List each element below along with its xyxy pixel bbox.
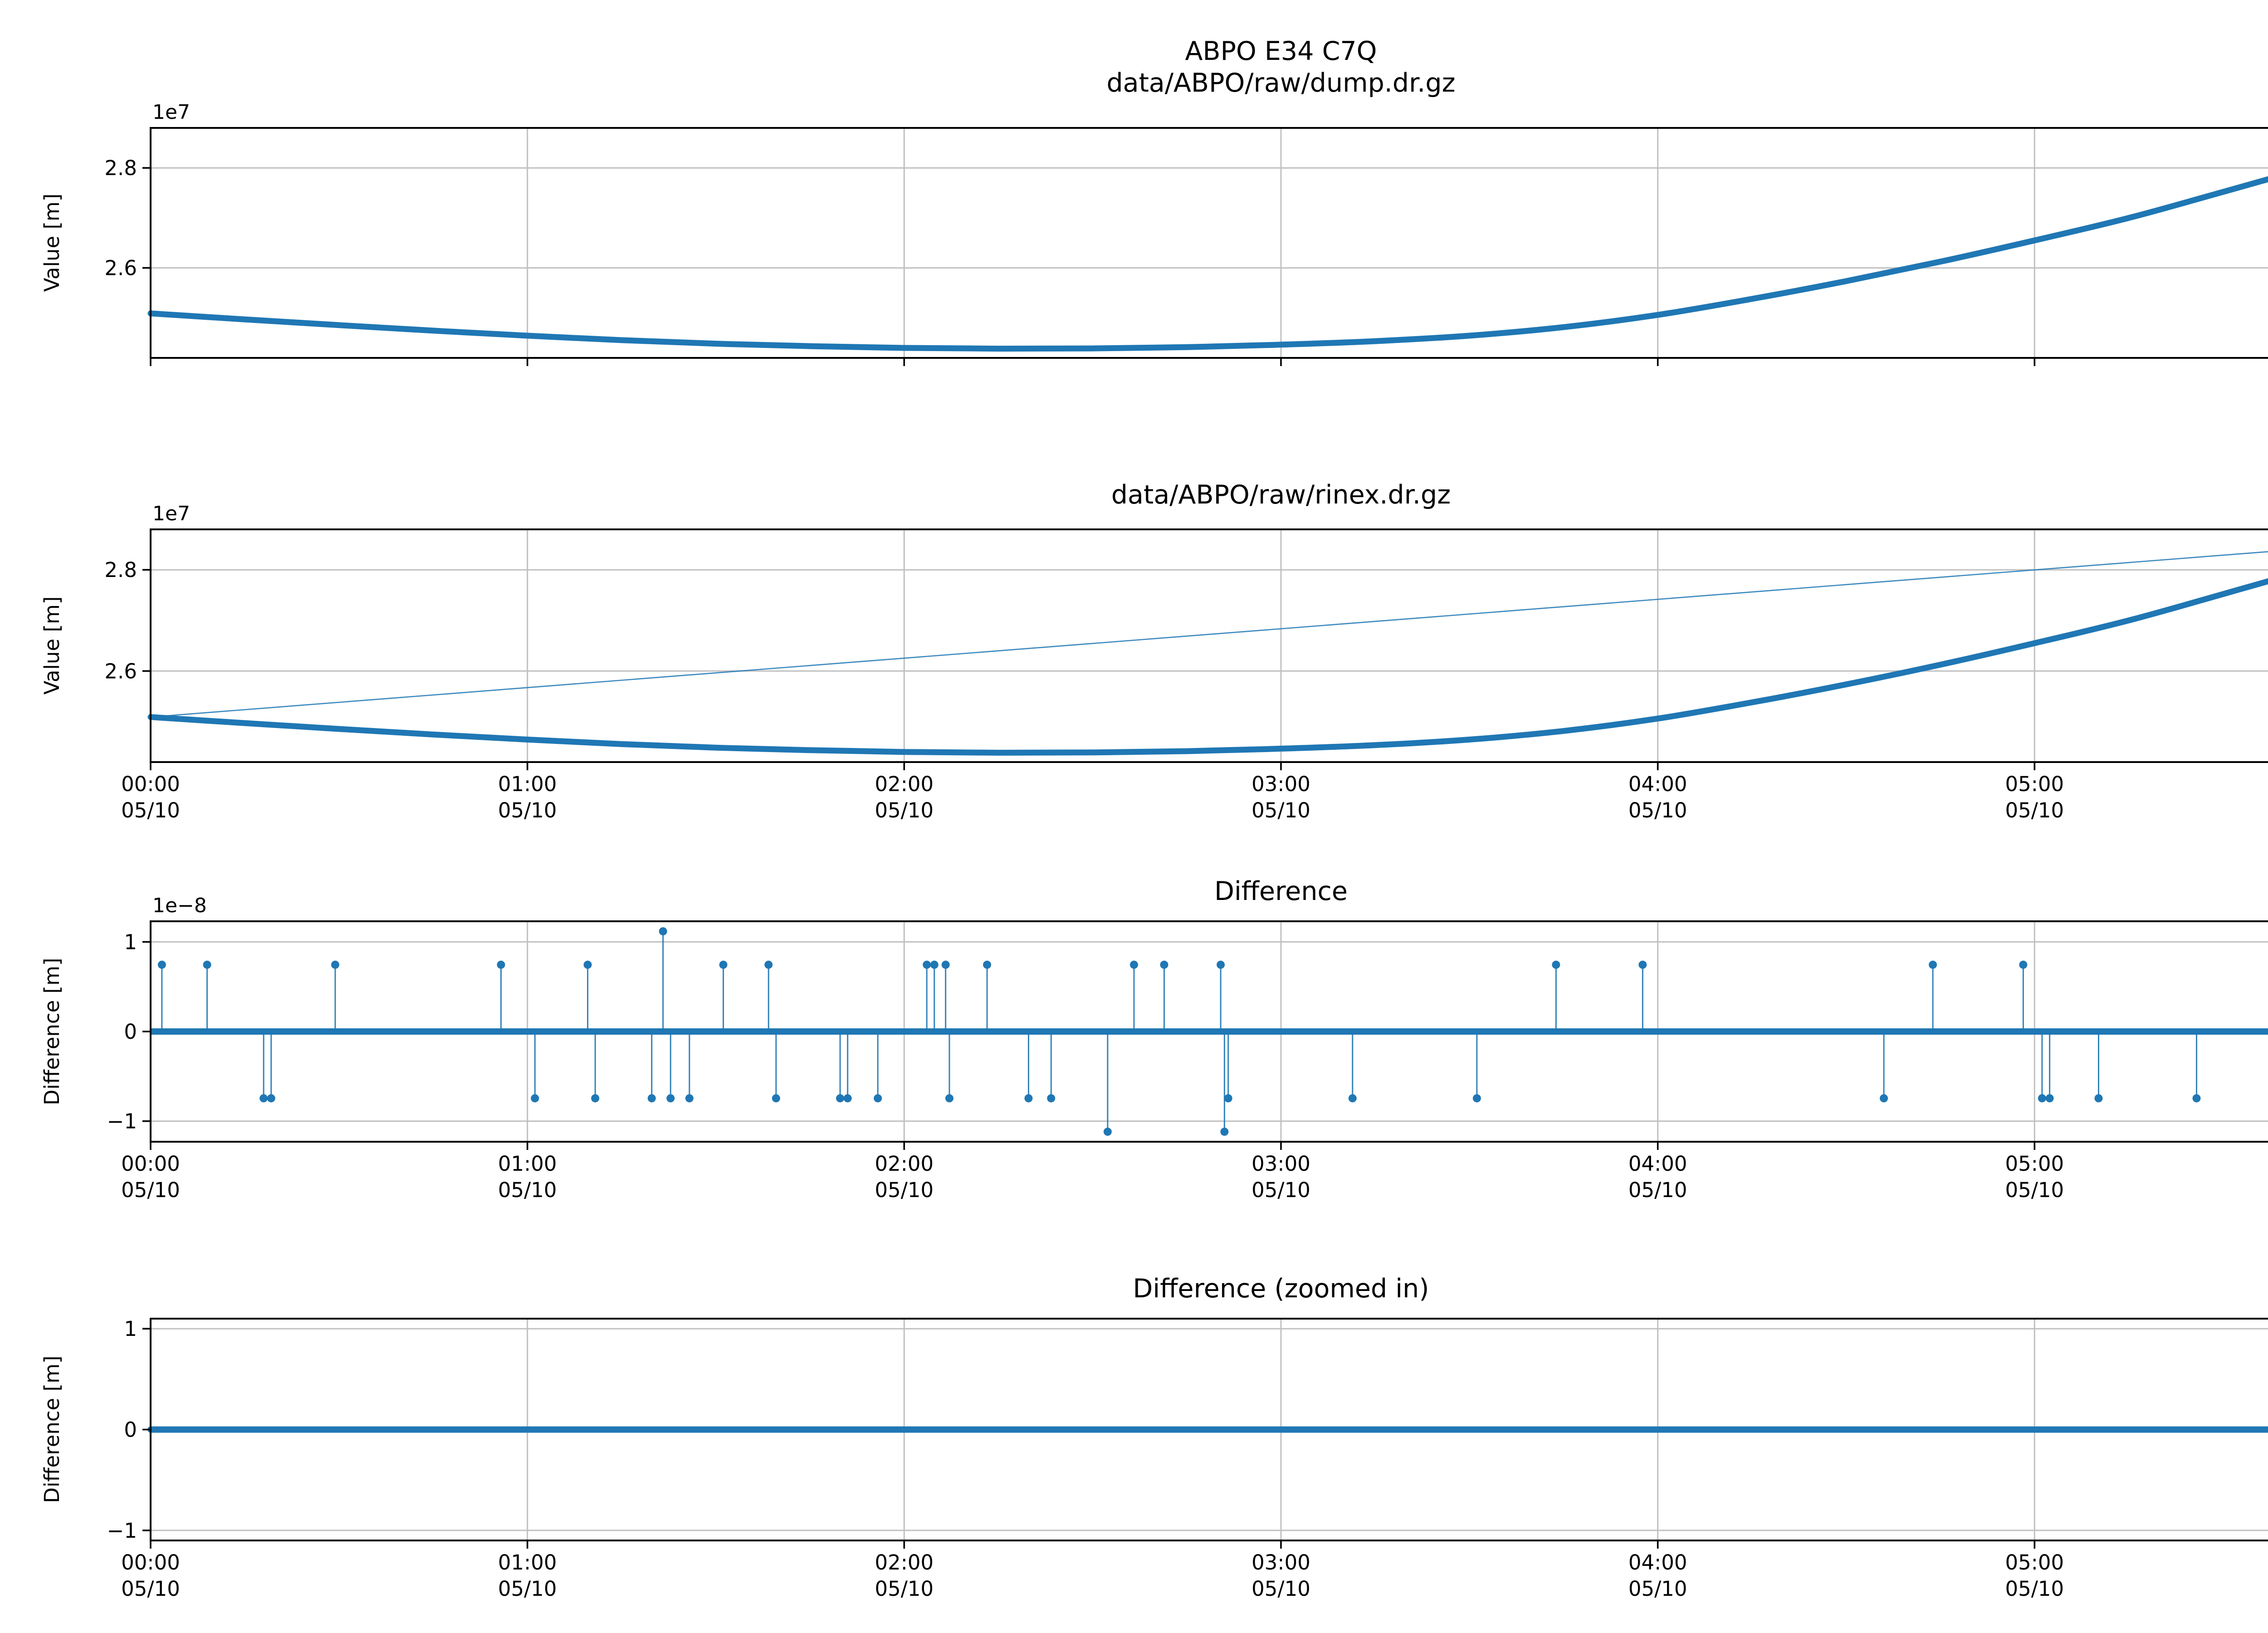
y-axis: 2.6 2.8: [104, 558, 151, 683]
chart1-ylabel: Value [m]: [40, 193, 64, 292]
chart2-offset-label: 1e7: [152, 502, 191, 525]
grid: [150, 529, 2268, 762]
tick-label: 05/10: [2005, 1577, 2064, 1601]
tick-label: 04:00: [1628, 772, 1687, 796]
tick-label: 03:00: [1251, 1550, 1310, 1574]
x-axis: 00:00 05/10 01:00 05/10 02:00 05/10 03:00 05/10…: [121, 1540, 2064, 1601]
subplot-4: 00:00 05/10 01:00 05/10 02:00 05/10 03:00 05/10…: [107, 1317, 2268, 1601]
tick-label: 05/10: [1251, 798, 1310, 822]
chart1-title-line2: data/ABPO/raw/dump.dr.gz: [1106, 68, 1456, 98]
trend-line: [150, 551, 2268, 718]
subplot-2: 00:0005/1001:0005/1002:0005/1003:0005/10…: [104, 528, 2268, 822]
chart3-title: Difference: [1214, 876, 1348, 906]
tick-label: 02:00: [875, 772, 934, 796]
subplot-1: 2.6 2.8: [104, 127, 2268, 366]
chart1-offset-label: 1e7: [152, 101, 191, 124]
y-axis: −1 0 1: [107, 930, 151, 1134]
tick-label: 02:00: [875, 1550, 934, 1574]
tick-label: 00:00: [121, 1152, 180, 1176]
tick-label: 05/10: [121, 1577, 180, 1601]
subplot-3: 00:0005/1001:0005/1002:0005/1003:0005/10…: [107, 920, 2268, 1202]
tick-label: 1: [124, 930, 137, 954]
tick-label: −1: [107, 1519, 137, 1543]
tick-label: 05/10: [1251, 1577, 1310, 1601]
tick-label: 02:00: [875, 1152, 934, 1176]
x-axis: 00:0005/1001:0005/1002:0005/1003:0005/10…: [121, 762, 2064, 822]
tick-label: 05/10: [875, 1577, 934, 1601]
tick-label: 05/10: [875, 1178, 934, 1202]
tick-label: 05:00: [2005, 772, 2064, 796]
tick-label: 05/10: [121, 798, 180, 822]
chart2-title: data/ABPO/raw/rinex.dr.gz: [1111, 480, 1451, 510]
tick-label: −1: [107, 1110, 137, 1134]
value-line: [147, 578, 2268, 756]
tick-label: 01:00: [498, 1152, 557, 1176]
chart4-ylabel: Difference [m]: [40, 1355, 64, 1503]
tick-label: 0: [124, 1020, 137, 1044]
tick-label: 2.8: [104, 558, 137, 582]
tick-label: 2.6: [104, 659, 137, 683]
chart3-ylabel: Difference [m]: [40, 958, 64, 1105]
tick-label: 00:00: [121, 772, 180, 796]
tick-label: 05:00: [2005, 1550, 2064, 1574]
chart3-offset-label: 1e−8: [152, 894, 207, 917]
tick-label: 03:00: [1251, 1152, 1310, 1176]
chart2-ylabel: Value [m]: [40, 596, 64, 695]
tick-label: 05/10: [1628, 1178, 1687, 1202]
y-axis: −1 0 1: [107, 1317, 151, 1543]
tick-label: 03:00: [1251, 772, 1310, 796]
tick-label: 01:00: [498, 1550, 557, 1574]
tick-label: 00:00: [121, 1550, 180, 1574]
tick-label: 05/10: [2005, 1178, 2064, 1202]
tick-label: 2.6: [104, 256, 137, 280]
data-series: [147, 551, 2268, 756]
data-series: [151, 927, 2268, 1136]
x-axis: [150, 358, 2036, 366]
tick-label: 0: [124, 1418, 137, 1442]
tick-label: 05/10: [1251, 1178, 1310, 1202]
tick-label: 05/10: [121, 1178, 180, 1202]
tick-label: 05/10: [498, 798, 557, 822]
tick-label: 2.8: [104, 156, 137, 180]
tick-label: 05/10: [1628, 798, 1687, 822]
tick-label: 04:00: [1628, 1550, 1687, 1574]
chart4-title: Difference (zoomed in): [1133, 1274, 1429, 1304]
tick-label: 01:00: [498, 772, 557, 796]
data-series: [147, 176, 2268, 352]
chart1-title: ABPO E34 C7Q data/ABPO/raw/dump.dr.gz: [151, 35, 2268, 99]
chart1-title-line1: ABPO E34 C7Q: [1185, 36, 1377, 66]
grid: [150, 128, 2268, 358]
value-line: [147, 176, 2268, 352]
axes-box: [150, 528, 2268, 763]
tick-label: 05/10: [1628, 1577, 1687, 1601]
tick-label: 04:00: [1628, 1152, 1687, 1176]
x-axis: 00:0005/1001:0005/1002:0005/1003:0005/10…: [121, 1142, 2064, 1202]
axes-box: [150, 127, 2268, 359]
y-axis: 2.6 2.8: [104, 156, 151, 280]
tick-label: 1: [124, 1317, 137, 1341]
tick-label: 05/10: [498, 1178, 557, 1202]
tick-label: 05:00: [2005, 1152, 2064, 1176]
tick-label: 05/10: [498, 1577, 557, 1601]
tick-label: 05/10: [2005, 798, 2064, 822]
tick-label: 05/10: [875, 798, 934, 822]
